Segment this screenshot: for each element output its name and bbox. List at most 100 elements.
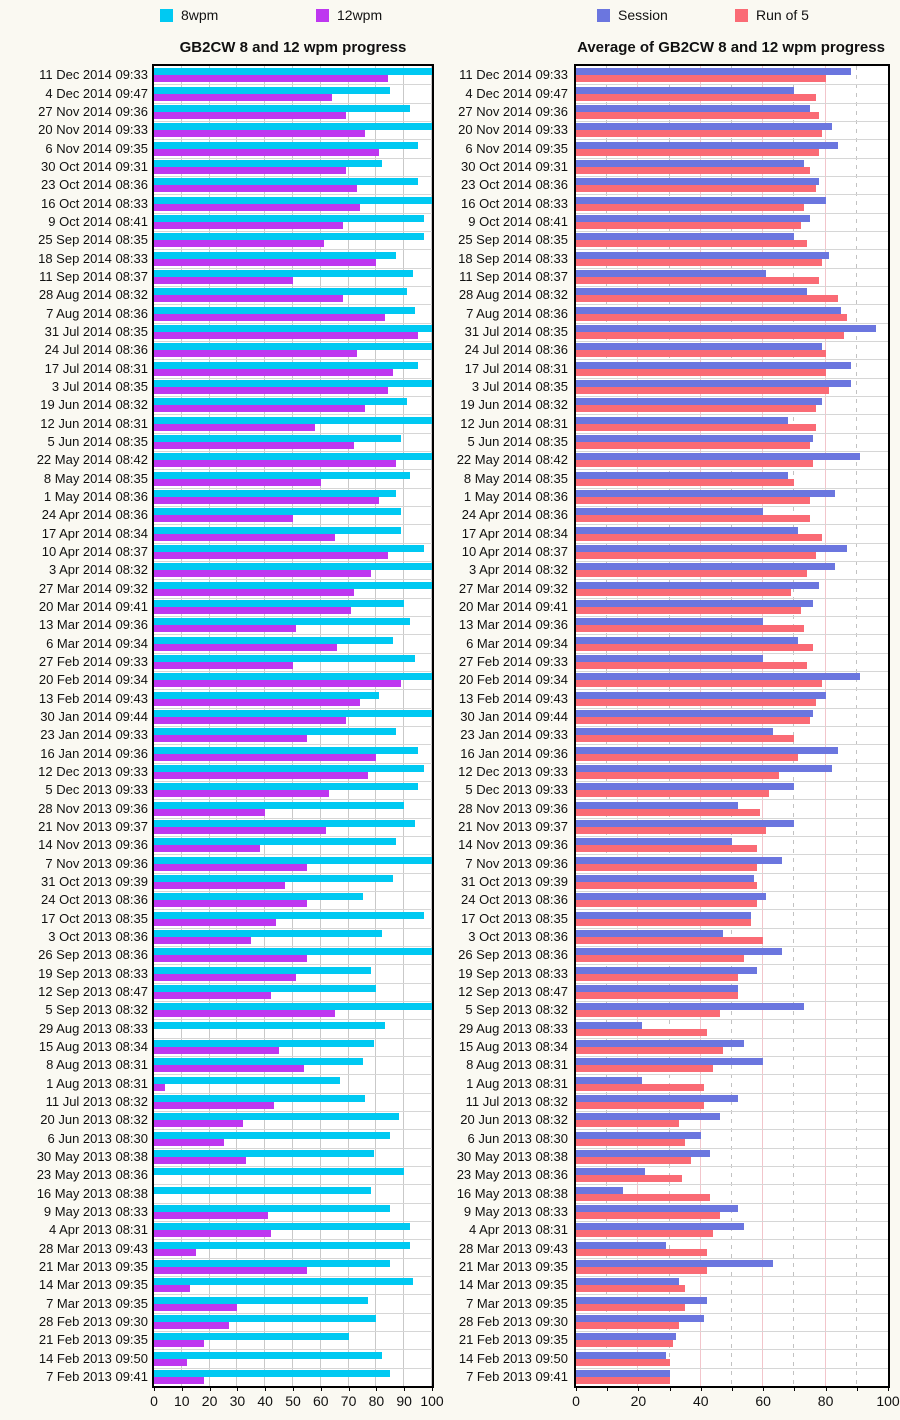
row-separator [154,341,432,342]
bar-12wpm-row-53 [154,1047,280,1055]
bar-session-row-37 [576,746,839,754]
bar-12wpm-row-51 [154,1010,335,1018]
bar-8wpm-row-27 [154,563,432,571]
category-label: 5 Sep 2013 08:32 [465,1002,568,1018]
category-label: 12 Sep 2013 08:47 [38,983,148,999]
bar-run-of-5-row-68 [576,1322,679,1330]
category-label: 5 Dec 2013 09:33 [465,782,568,798]
row-separator [576,487,888,489]
bar-run-of-5-row-7 [576,203,804,211]
bar-12wpm-row-48 [154,955,307,963]
bar-12wpm-row-66 [154,1285,191,1293]
bar-8wpm-row-52 [154,1021,385,1029]
category-label: 15 Aug 2013 08:34 [38,1038,148,1054]
category-label: 19 Sep 2013 08:33 [458,965,568,981]
axis-tick [607,1386,609,1391]
bar-session-row-53 [576,1040,745,1048]
plot-left [152,64,434,1388]
bar-12wpm-row-35 [154,717,346,725]
row-separator [154,817,432,819]
axis-tick-label: 80 [817,1393,834,1409]
bar-session-row-67 [576,1296,708,1304]
bar-8wpm-row-38 [154,765,424,773]
bar-8wpm-row-61 [154,1186,371,1194]
axis-tick [638,1386,640,1391]
row-separator [154,946,432,947]
bar-session-row-63 [576,1223,745,1231]
category-label: 1 Aug 2013 08:31 [46,1075,148,1091]
bar-8wpm-row-70 [154,1351,382,1359]
bar-session-row-69 [576,1333,676,1341]
category-label: 20 Mar 2014 09:41 [458,598,568,614]
row-separator [576,854,888,856]
bar-session-row-64 [576,1241,667,1249]
bar-8wpm-row-40 [154,801,405,809]
bar-12wpm-row-70 [154,1358,188,1366]
row-separator [576,231,888,232]
bar-12wpm-row-43 [154,863,307,871]
row-separator [576,102,888,104]
bar-session-row-16 [576,361,851,369]
category-label: 23 May 2013 08:36 [456,1167,568,1183]
bar-run-of-5-row-13 [576,313,848,321]
bar-8wpm-row-18 [154,398,407,406]
row-separator [576,652,888,654]
row-separator [576,671,888,672]
category-label: 11 Dec 2014 09:33 [39,67,148,83]
bar-12wpm-row-63 [154,1230,271,1238]
bar-8wpm-row-43 [154,856,432,864]
bar-run-of-5-row-30 [576,625,804,633]
category-label: 23 May 2013 08:36 [36,1167,148,1183]
bar-run-of-5-row-25 [576,533,823,541]
row-separator [576,1111,888,1112]
category-label: 14 Nov 2013 09:36 [458,837,568,853]
bar-12wpm-row-67 [154,1303,238,1311]
bar-session-row-23 [576,490,835,498]
bar-session-row-32 [576,655,764,663]
bar-8wpm-row-35 [154,710,432,718]
row-separator [576,506,888,507]
bar-run-of-5-row-23 [576,497,810,505]
bar-run-of-5-row-63 [576,1230,714,1238]
bar-session-row-13 [576,306,842,314]
bar-8wpm-row-17 [154,380,432,388]
row-separator [576,927,888,929]
bar-session-row-50 [576,985,739,993]
bar-session-row-33 [576,673,860,681]
row-separator [154,1166,432,1167]
bar-session-row-38 [576,765,832,773]
bar-12wpm-row-26 [154,552,388,560]
row-separator [154,616,432,617]
legend-label-8wpm: 8wpm [181,7,219,23]
row-separator [576,359,888,361]
axis-tick-label: 80 [368,1393,385,1409]
bar-12wpm-row-41 [154,827,327,835]
axis-tick-label: 60 [313,1393,329,1409]
chart-title-left: GB2CW 8 and 12 wpm progress [179,39,407,56]
category-label: 1 May 2014 08:36 [43,488,148,504]
row-separator [154,102,432,104]
axis-tick-label: 0 [572,1393,580,1409]
category-label: 18 Sep 2014 08:33 [38,250,148,266]
row-separator [576,1331,888,1332]
bar-12wpm-row-19 [154,423,316,431]
category-label: 14 Mar 2013 09:35 [38,1277,148,1293]
bar-12wpm-row-42 [154,845,260,853]
category-label: 24 Jul 2014 08:36 [464,342,568,358]
row-separator [576,634,888,636]
axis-tick [856,1386,858,1391]
category-label: 22 May 2014 08:42 [36,452,148,468]
category-label: 28 Nov 2013 09:36 [458,800,568,816]
axis-tick-label: 40 [257,1393,273,1409]
row-separator [576,707,888,709]
bar-8wpm-row-7 [154,196,432,204]
category-label: 30 May 2013 08:38 [456,1148,568,1164]
category-label: 24 Apr 2014 08:36 [461,507,568,523]
bar-8wpm-row-37 [154,746,419,754]
bar-session-row-54 [576,1058,764,1066]
category-label: 16 Oct 2014 08:33 [41,195,148,211]
bar-12wpm-row-68 [154,1322,230,1330]
bar-run-of-5-row-12 [576,295,839,303]
row-separator [154,1019,432,1021]
category-label: 9 Oct 2014 08:41 [48,213,148,229]
